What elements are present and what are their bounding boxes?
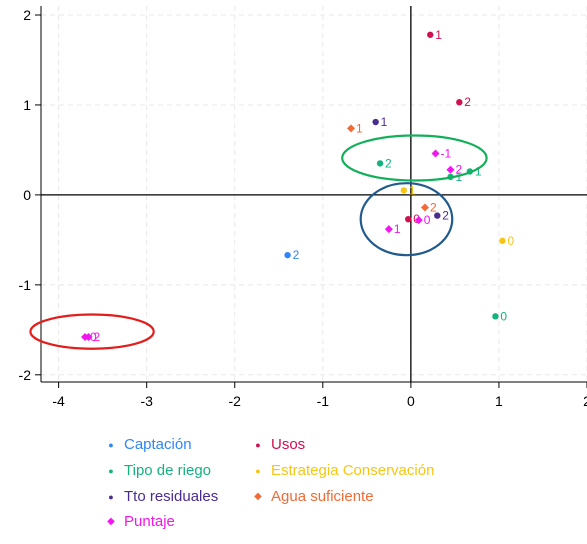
data-point bbox=[456, 99, 463, 106]
x-tick-label: -4 bbox=[52, 393, 65, 409]
data-point bbox=[431, 149, 440, 158]
data-label: 1 bbox=[394, 222, 401, 236]
data-label: 0 bbox=[424, 213, 431, 227]
legend-item: ● Usos bbox=[251, 436, 305, 453]
legend-marker: ◆ bbox=[107, 516, 115, 527]
data-point bbox=[434, 212, 441, 219]
legend-marker: ● bbox=[108, 491, 114, 502]
data-label: 2 bbox=[385, 156, 392, 170]
data-point bbox=[372, 118, 379, 126]
data-point bbox=[400, 187, 408, 194]
legend-label: Agua suficiente bbox=[271, 488, 374, 505]
legend-item: ◆ Agua suficiente bbox=[251, 488, 374, 505]
y-tick-label: 0 bbox=[23, 187, 31, 203]
highlight-ellipse bbox=[359, 182, 454, 257]
data-label: 0 bbox=[90, 330, 97, 344]
data-label: 1 bbox=[456, 170, 463, 184]
data-label: 2 bbox=[442, 209, 449, 223]
data-label: 1 bbox=[409, 183, 416, 197]
data-label: -1 bbox=[441, 147, 452, 161]
data-point bbox=[346, 124, 355, 133]
data-point bbox=[84, 333, 93, 342]
highlight-ellipse bbox=[29, 313, 155, 350]
data-label: 2 bbox=[464, 95, 471, 109]
legend-marker: ◆ bbox=[254, 491, 262, 502]
data-point bbox=[405, 215, 412, 223]
data-label: 1 bbox=[475, 165, 482, 179]
x-tick-label: 0 bbox=[407, 393, 415, 409]
legend-item: ● Estrategia Conservación bbox=[251, 462, 434, 479]
x-tick-label: 1 bbox=[495, 393, 503, 409]
data-point bbox=[414, 216, 423, 225]
data-point bbox=[376, 160, 384, 167]
y-tick-label: -2 bbox=[19, 367, 32, 383]
data-point bbox=[492, 313, 499, 320]
data-point bbox=[284, 251, 291, 259]
legend-label: Tipo de riego bbox=[124, 462, 211, 479]
data-label: 2 bbox=[456, 163, 463, 177]
data-point bbox=[420, 203, 429, 212]
x-tick-label: 2 bbox=[583, 393, 587, 409]
data-label: 2 bbox=[293, 248, 300, 262]
legend-item: ● Captación bbox=[104, 436, 192, 453]
legend-item: ● Tipo de riego bbox=[104, 462, 211, 479]
data-label: 1 bbox=[356, 121, 363, 135]
data-label: 0 bbox=[507, 234, 514, 248]
legend-label: Puntaje bbox=[124, 513, 175, 530]
highlight-ellipse bbox=[341, 134, 488, 182]
legend-marker: ● bbox=[255, 465, 261, 476]
data-label: 1 bbox=[435, 28, 442, 42]
data-label: 1 bbox=[381, 115, 388, 129]
y-tick-label: 1 bbox=[23, 97, 31, 113]
legend-marker: ● bbox=[255, 439, 261, 450]
data-label: 2 bbox=[430, 200, 437, 214]
data-label: 2 bbox=[94, 330, 101, 344]
legend-label: Tto residuales bbox=[124, 488, 219, 505]
y-tick-label: -1 bbox=[19, 277, 32, 293]
data-point bbox=[427, 31, 434, 38]
legend-marker: ● bbox=[108, 439, 114, 450]
legend-marker: ● bbox=[108, 465, 114, 476]
x-tick-label: -3 bbox=[140, 393, 153, 409]
data-point bbox=[446, 165, 455, 174]
x-tick-label: -2 bbox=[229, 393, 242, 409]
legend-item: ● Tto residuales bbox=[104, 488, 218, 505]
y-tick-label: 2 bbox=[23, 7, 31, 23]
data-point bbox=[384, 225, 393, 234]
legend-label: Usos bbox=[271, 436, 306, 453]
legend-label: Captación bbox=[124, 436, 192, 453]
data-point bbox=[499, 237, 506, 244]
legend-label: Estrategia Conservación bbox=[271, 462, 435, 479]
legend-item: ◆ Puntaje bbox=[104, 513, 175, 530]
data-label: 0 bbox=[500, 309, 507, 323]
x-tick-label: -1 bbox=[317, 393, 330, 409]
